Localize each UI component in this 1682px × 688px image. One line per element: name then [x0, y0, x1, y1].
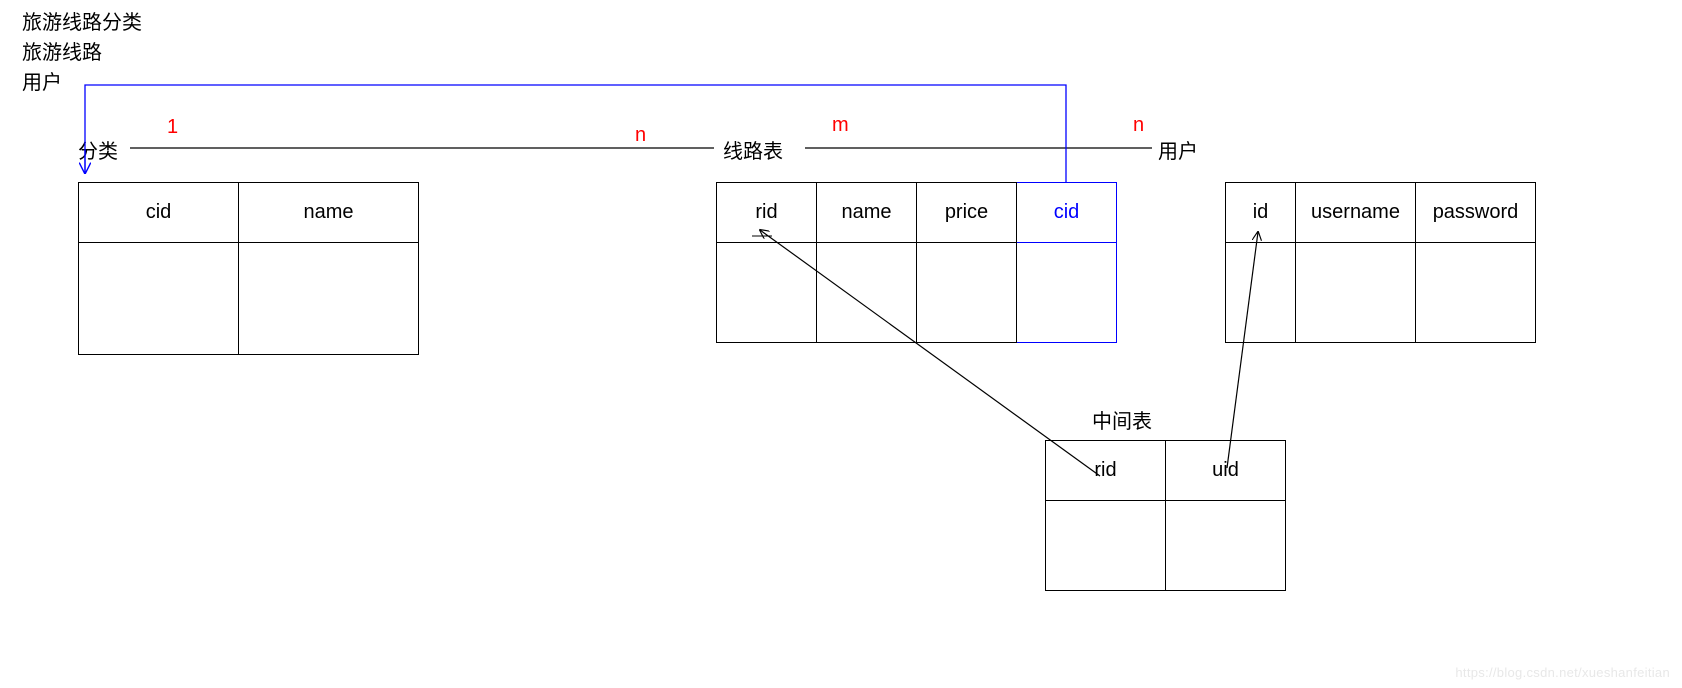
col-rid: rid	[1046, 441, 1166, 501]
cardinality-1: 1	[167, 116, 178, 139]
table-row	[717, 243, 1117, 343]
col-name: name	[817, 183, 917, 243]
table-row: rid uid	[1046, 441, 1286, 501]
label-route: 线路表	[723, 135, 783, 164]
table-join: rid uid	[1045, 440, 1286, 591]
col-price: price	[917, 183, 1017, 243]
table-row: cid name	[79, 183, 419, 243]
table-user: id username password	[1225, 182, 1536, 343]
label-user: 用户	[1158, 135, 1198, 164]
blue-link-category-to-cid	[85, 85, 1066, 182]
table-row: id username password	[1226, 183, 1536, 243]
col-id: id	[1226, 183, 1296, 243]
table-route: rid name price cid	[716, 182, 1117, 343]
col-rid: rid	[717, 183, 817, 243]
table-row	[79, 243, 419, 355]
label-top-3: 用户	[22, 66, 62, 95]
watermark: https://blog.csdn.net/xueshanfeitian	[1455, 665, 1670, 680]
col-uid: uid	[1166, 441, 1286, 501]
cardinality-n-left: n	[635, 124, 646, 147]
col-cid: cid	[79, 183, 239, 243]
label-top-2: 旅游线路	[22, 36, 102, 65]
table-category: cid name	[78, 182, 419, 355]
table-row: rid name price cid	[717, 183, 1117, 243]
col-name: name	[239, 183, 419, 243]
cardinality-n-right: n	[1133, 114, 1144, 137]
col-cid-fk: cid	[1017, 183, 1117, 243]
label-join: 中间表	[1092, 405, 1152, 434]
label-top-1: 旅游线路分类	[22, 6, 142, 35]
col-password: password	[1416, 183, 1536, 243]
col-username: username	[1296, 183, 1416, 243]
label-category: 分类	[78, 135, 118, 164]
table-row	[1046, 501, 1286, 591]
diagram-canvas: 旅游线路分类 旅游线路 用户 分类 线路表 用户 中间表 1 n m n cid…	[0, 0, 1682, 688]
table-row	[1226, 243, 1536, 343]
cardinality-m: m	[832, 114, 849, 137]
